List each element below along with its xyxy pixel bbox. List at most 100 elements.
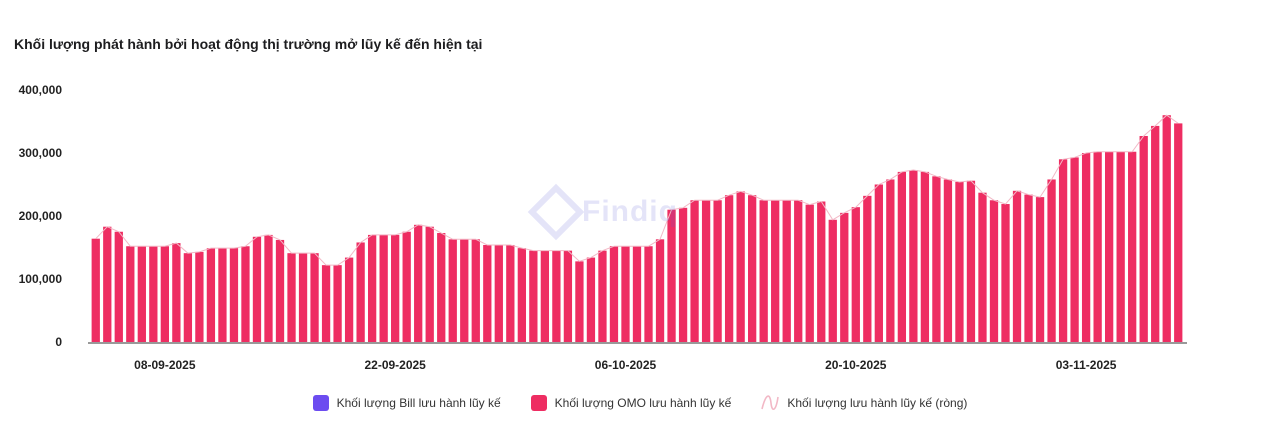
omo-bar: [897, 171, 907, 342]
omo-bar: [563, 250, 573, 342]
omo-bar: [172, 243, 181, 342]
x-tick-label: 22-09-2025: [364, 358, 426, 372]
x-axis: 08-09-2025 22-09-2025 06-10-2025 20-10-2025…: [134, 358, 1117, 372]
x-tick-label: 03-11-2025: [1056, 358, 1117, 372]
omo-bar: [529, 250, 538, 342]
omo-bar: [598, 250, 607, 342]
omo-bar: [1024, 194, 1033, 342]
omo-bar: [644, 246, 653, 342]
omo-bar: [678, 207, 688, 342]
omo-bar: [1139, 135, 1148, 342]
x-tick-label: 06-10-2025: [595, 358, 657, 372]
omo-bar: [356, 242, 365, 342]
omo-bar: [1070, 157, 1079, 342]
omo-bar: [1047, 179, 1056, 342]
omo-bar: [1105, 151, 1114, 342]
legend-line-icon: [761, 395, 780, 410]
omo-bar: [425, 226, 434, 342]
legend-label-omo: Khối lượng OMO lưu hành lũy kế: [554, 396, 732, 410]
omo-bar: [1174, 123, 1183, 342]
omo-bar: [494, 244, 503, 342]
omo-bar: [287, 253, 296, 342]
omo-bar: [667, 209, 676, 342]
omo-bar: [805, 204, 814, 342]
omo-bar: [126, 246, 135, 342]
y-axis: 400,000 300,000 200,000 100,000 0: [19, 83, 63, 349]
omo-bar: [137, 246, 146, 342]
omo-bar: [782, 200, 791, 342]
omo-bar: [483, 244, 492, 342]
omo-bar: [1116, 151, 1125, 342]
omo-bar: [748, 195, 757, 342]
legend-item-omo[interactable]: Khối lượng OMO lưu hành lũy kế: [530, 395, 732, 411]
omo-bar: [840, 212, 849, 342]
omo-bar: [183, 253, 193, 342]
omo-bar: [321, 265, 331, 342]
omo-bar: [609, 246, 619, 342]
omo-bar: [506, 244, 515, 342]
omo-bar: [828, 219, 837, 342]
omo-bar: [621, 246, 630, 342]
omo-bar: [909, 170, 918, 342]
omo-bar: [1058, 159, 1068, 342]
omo-bar: [367, 234, 377, 342]
omo-bar: [978, 192, 987, 342]
omo-bar: [310, 253, 319, 342]
omo-bar: [817, 201, 826, 342]
omo-bar: [241, 246, 250, 342]
omo-bar: [655, 239, 665, 342]
omo-bar: [759, 200, 768, 342]
omo-bar: [517, 248, 526, 342]
omo-bar: [460, 239, 469, 342]
legend-swatch-bill: [312, 395, 329, 411]
omo-bar: [989, 200, 999, 342]
legend-swatch-omo: [530, 395, 547, 411]
omo-bar: [252, 236, 262, 342]
y-tick-label: 300,000: [19, 146, 63, 160]
omo-bar: [160, 246, 169, 342]
legend-item-bill[interactable]: Khối lượng Bill lưu hành lũy kế: [312, 395, 501, 411]
findiq-logo-icon: [527, 183, 585, 241]
y-tick-label: 0: [55, 335, 62, 349]
x-tick-label: 20-10-2025: [825, 358, 887, 372]
omo-bar: [471, 239, 480, 342]
y-tick-label: 400,000: [19, 83, 63, 97]
omo-bar: [1093, 151, 1102, 342]
legend-label-bill: Khối lượng Bill lưu hành lũy kế: [336, 396, 501, 410]
omo-bar: [149, 246, 158, 342]
omo-bar: [932, 176, 941, 342]
omo-bar: [1128, 151, 1137, 342]
y-tick-label: 200,000: [19, 209, 63, 223]
y-tick-label: 100,000: [19, 272, 63, 286]
omo-bar: [771, 200, 780, 342]
omo-bar: [91, 238, 100, 342]
omo-bar: [886, 179, 895, 342]
omo-bar: [724, 195, 734, 342]
omo-bar: [333, 265, 342, 342]
omo-bar: [943, 179, 953, 342]
omo-bar: [586, 257, 596, 342]
omo-bar: [1035, 197, 1045, 342]
omo-bar: [955, 181, 964, 342]
omo-bar: [391, 234, 400, 342]
omo-bar: [1001, 204, 1010, 342]
x-tick-label: 08-09-2025: [134, 358, 196, 372]
omo-bar: [229, 248, 239, 342]
net-line: [95, 114, 1179, 266]
omo-bar: [690, 200, 699, 342]
omo-bar: [114, 231, 123, 342]
omo-bar: [701, 200, 711, 342]
omo-bar: [920, 171, 930, 342]
legend-item-net[interactable]: Khối lượng lưu hành lũy kế (ròng): [761, 395, 967, 411]
omo-bar: [713, 200, 722, 342]
omo-bar: [298, 253, 308, 342]
omo-bar: [575, 261, 584, 342]
omo-bar: [966, 180, 976, 342]
watermark: Findiq: [527, 183, 678, 241]
omo-bar: [632, 246, 642, 342]
watermark-text: Findiq: [582, 195, 678, 228]
omo-bar: [264, 234, 273, 342]
omo-bar: [851, 207, 860, 342]
omo-bar: [402, 231, 411, 342]
omo-bar: [344, 257, 354, 342]
